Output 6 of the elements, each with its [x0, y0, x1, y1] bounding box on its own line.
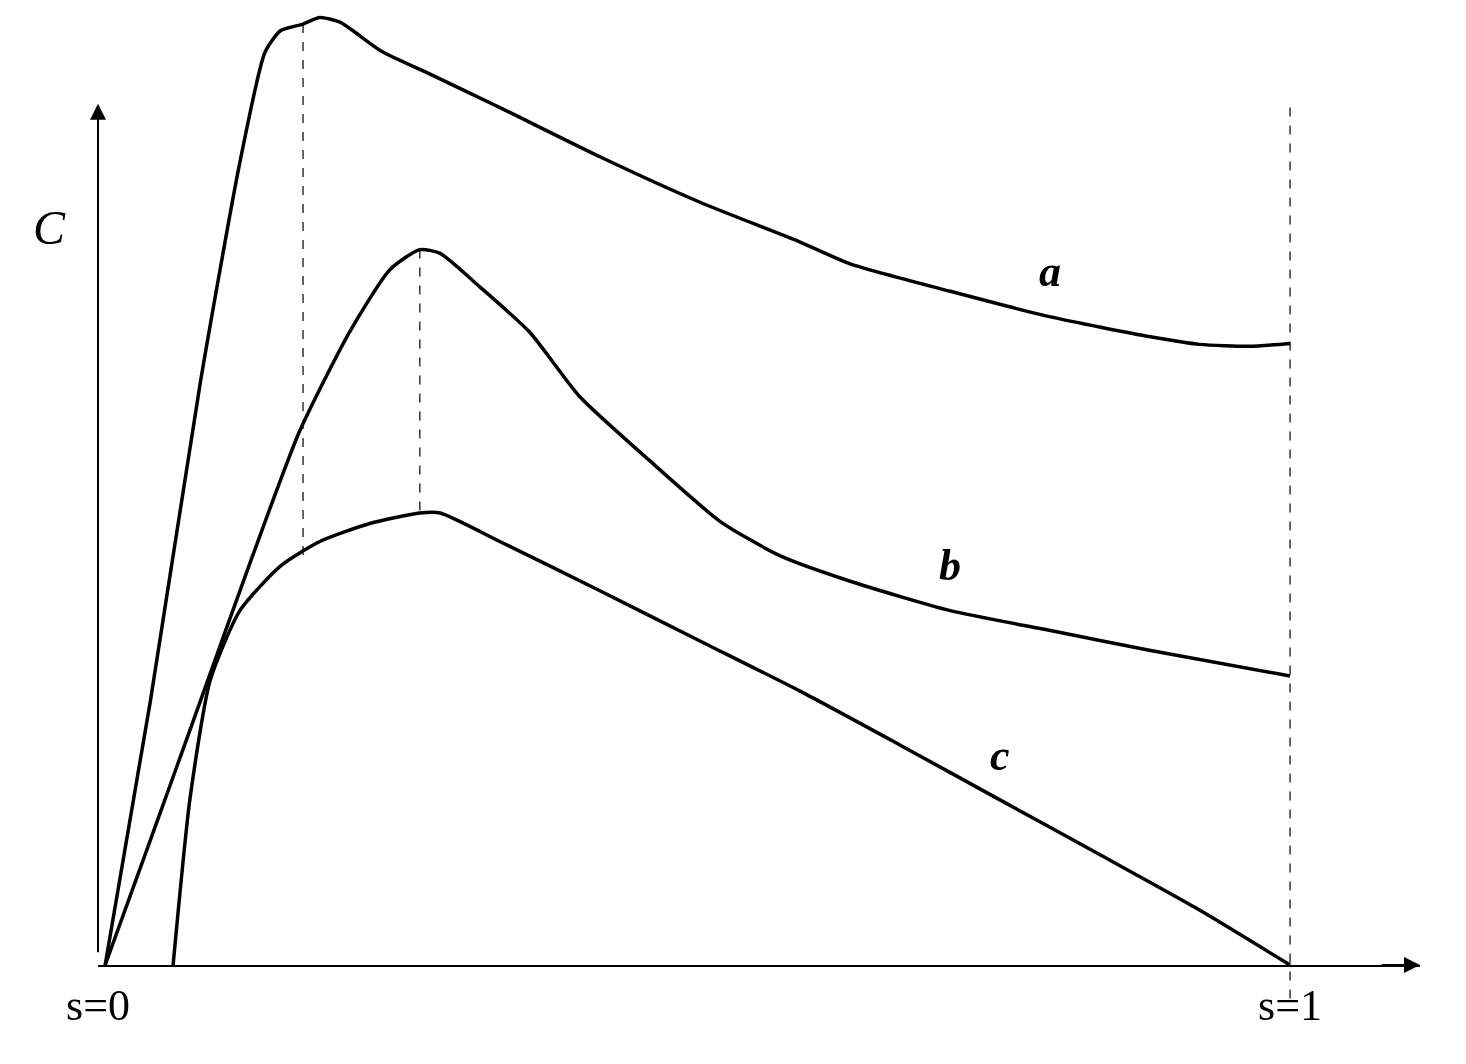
series-label: a	[1039, 247, 1061, 296]
series-label: c	[990, 731, 1010, 780]
y-axis-title: C	[33, 201, 66, 254]
x-tick-label: s=0	[66, 980, 130, 1030]
series-label: b	[939, 541, 961, 590]
x-tick-label: s=1	[1258, 980, 1323, 1030]
